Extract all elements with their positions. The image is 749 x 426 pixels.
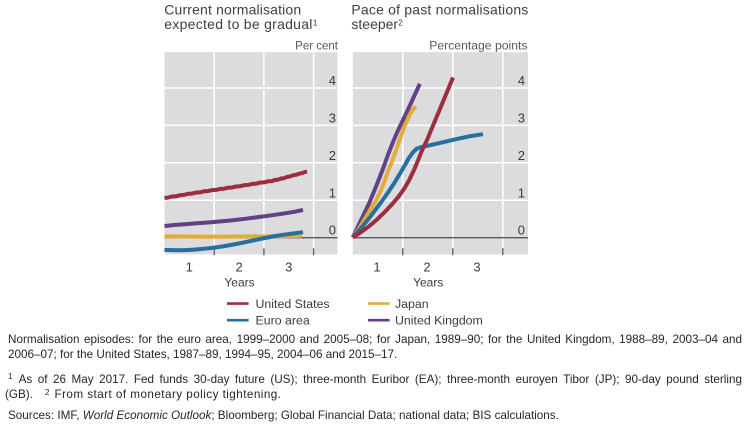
svg-text:0: 0: [518, 222, 525, 237]
svg-text:Current normalisation: Current normalisation: [164, 2, 301, 18]
svg-text:4: 4: [329, 73, 336, 88]
svg-text:steeper2: steeper2: [351, 16, 403, 32]
svg-text:Euro area: Euro area: [256, 313, 310, 327]
svg-text:United States: United States: [256, 297, 330, 311]
svg-text:expected to be gradual1: expected to be gradual1: [164, 16, 317, 32]
svg-text:1: 1: [373, 259, 380, 274]
svg-text:2: 2: [423, 259, 430, 274]
svg-text:Percentage points: Percentage points: [429, 39, 527, 53]
svg-text:1: 1: [518, 185, 525, 200]
svg-text:1: 1: [186, 259, 193, 274]
svg-text:1: 1: [329, 185, 336, 200]
svg-text:Japan: Japan: [395, 297, 429, 311]
svg-text:3: 3: [285, 259, 292, 274]
svg-text:2: 2: [235, 259, 242, 274]
svg-text:3: 3: [518, 111, 525, 126]
svg-text:Per cent: Per cent: [295, 41, 339, 53]
svg-text:0: 0: [329, 222, 336, 237]
svg-text:United Kingdom: United Kingdom: [395, 313, 483, 327]
svg-text:3: 3: [329, 111, 336, 126]
svg-text:4: 4: [518, 73, 525, 88]
svg-text:Pace of past normalisations: Pace of past normalisations: [351, 2, 528, 18]
svg-text:Years: Years: [413, 275, 443, 289]
svg-text:Years: Years: [224, 275, 254, 289]
svg-text:2: 2: [518, 148, 525, 163]
svg-text:3: 3: [473, 259, 480, 274]
svg-text:2: 2: [329, 148, 336, 163]
